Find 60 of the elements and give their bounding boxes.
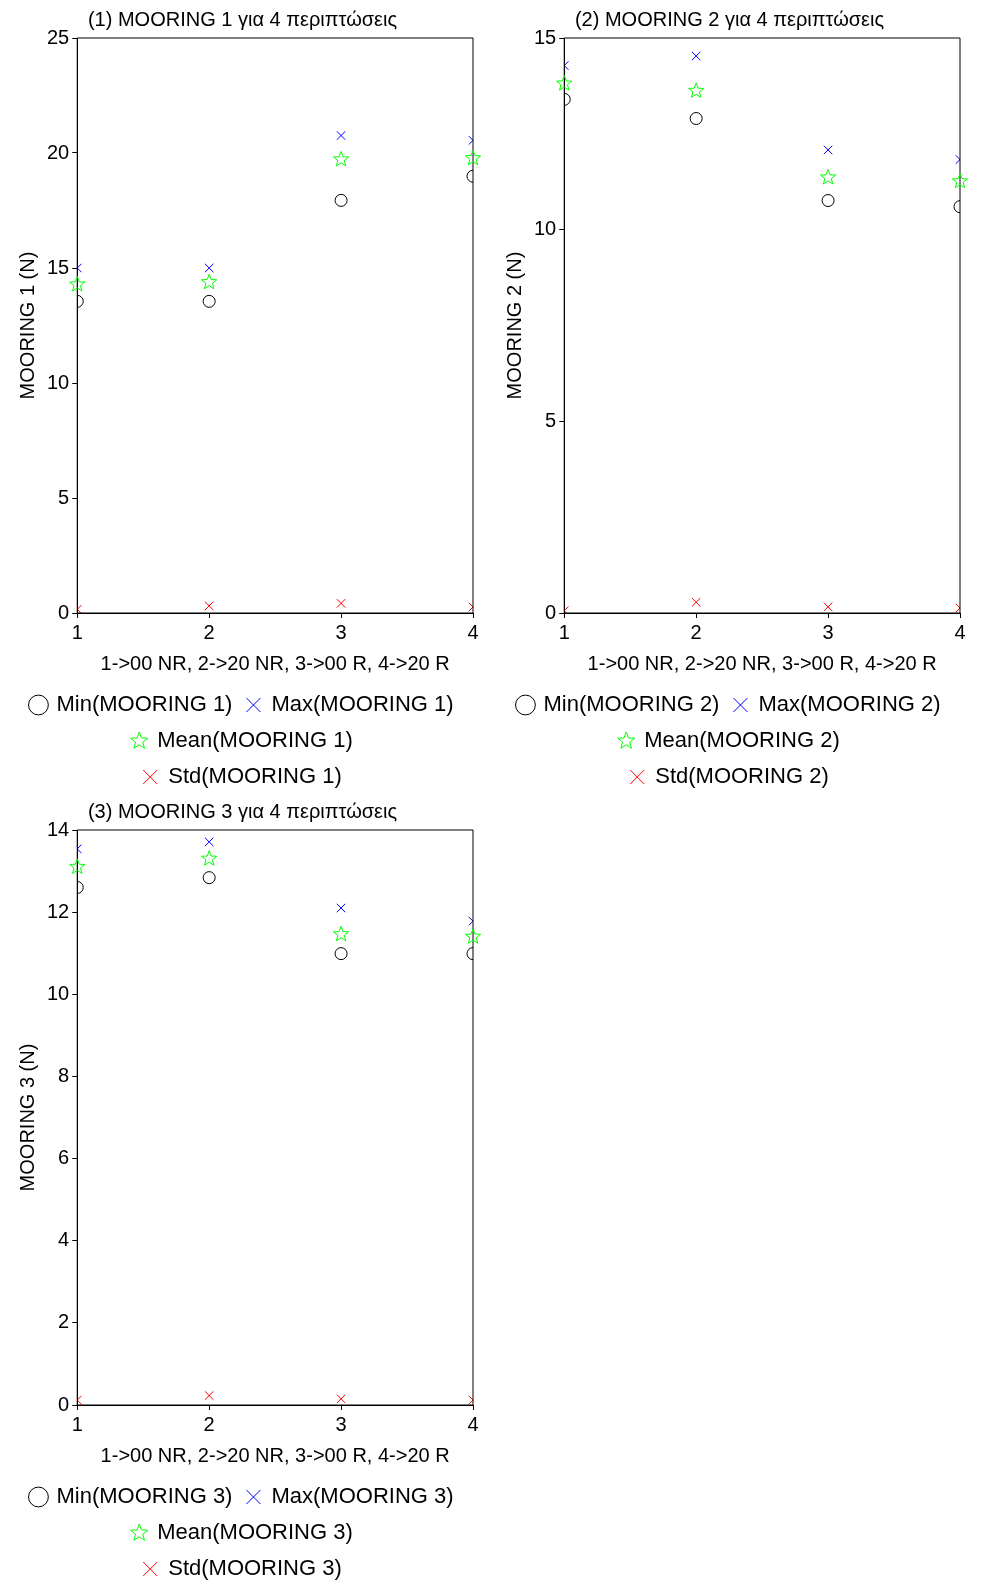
point — [201, 273, 218, 290]
point — [69, 276, 86, 292]
y-tick-label: 0 — [58, 600, 70, 623]
legend-label: Max(MOORING 3) — [271, 1483, 454, 1509]
x-tick-label: 4 — [467, 1412, 479, 1435]
x-tick-label: 3 — [335, 620, 347, 643]
point — [332, 925, 350, 942]
y-axis-title: MOORING 2 (N) — [502, 251, 525, 400]
y-tick-label: 25 — [47, 25, 70, 48]
x-tick-label: 2 — [203, 1412, 215, 1435]
x-tick-label: 2 — [690, 620, 702, 643]
y-tick-label: 6 — [58, 1146, 70, 1169]
y-tick-label: 12 — [47, 899, 70, 922]
y-tick-label: 0 — [545, 600, 557, 623]
x-axis-title: 1->00 NR, 2->20 NR, 3->00 R, 4->20 R — [100, 1443, 450, 1466]
chart-title: (3) MOORING 3 για 4 περιπτώσεις — [87, 799, 398, 822]
point — [688, 82, 705, 98]
y-tick-label: 0 — [58, 1392, 70, 1415]
x-tick-label: 3 — [335, 1412, 347, 1435]
x-tick-label: 4 — [954, 620, 966, 643]
y-tick-label: 10 — [47, 981, 70, 1004]
legend-label: Min(MOORING 1) — [56, 691, 233, 717]
legend-label: Min(MOORING 3) — [56, 1483, 233, 1509]
y-tick-label: 5 — [545, 408, 557, 431]
point — [201, 850, 218, 866]
y-tick-label: 2 — [58, 1310, 70, 1333]
y-axis-title: MOORING 1 (N) — [15, 251, 38, 400]
chart-title: (2) MOORING 2 για 4 περιπτώσεις — [574, 7, 885, 30]
legend-label: Mean(MOORING 1) — [157, 727, 353, 753]
x-tick-label: 2 — [203, 620, 215, 643]
legend-label: Max(MOORING 1) — [271, 691, 454, 717]
legend-label: Mean(MOORING 3) — [157, 1519, 353, 1545]
y-axis-title: MOORING 3 (N) — [15, 1043, 38, 1192]
y-tick-label: 10 — [534, 217, 557, 240]
point — [332, 150, 350, 167]
legend-label: Max(MOORING 2) — [758, 691, 941, 717]
point — [819, 169, 837, 185]
point — [69, 858, 86, 874]
chart-title: (1) MOORING 1 για 4 περιπτώσεις — [87, 7, 398, 30]
legend-label: Mean(MOORING 2) — [644, 727, 840, 753]
legend-label: Std(MOORING 1) — [168, 763, 342, 789]
x-tick-label: 4 — [467, 620, 479, 643]
legend-label: Std(MOORING 2) — [655, 763, 829, 789]
x-axis-title: 1->00 NR, 2->20 NR, 3->00 R, 4->20 R — [100, 651, 450, 674]
y-tick-label: 4 — [58, 1228, 70, 1251]
x-tick-label: 1 — [71, 1412, 83, 1435]
x-tick-label: 3 — [822, 620, 834, 643]
point — [556, 75, 573, 91]
y-tick-label: 8 — [58, 1063, 70, 1086]
y-tick-label: 15 — [534, 25, 557, 48]
y-tick-label: 14 — [47, 817, 70, 840]
y-tick-label: 15 — [47, 255, 70, 278]
y-tick-label: 10 — [47, 370, 70, 393]
x-tick-label: 1 — [71, 620, 83, 643]
legend-label: Min(MOORING 2) — [543, 691, 720, 717]
legend-label: Std(MOORING 3) — [168, 1555, 342, 1581]
x-tick-label: 1 — [558, 620, 570, 643]
y-tick-label: 20 — [47, 140, 70, 163]
y-tick-label: 5 — [58, 485, 70, 508]
x-axis-title: 1->00 NR, 2->20 NR, 3->00 R, 4->20 R — [587, 651, 937, 674]
